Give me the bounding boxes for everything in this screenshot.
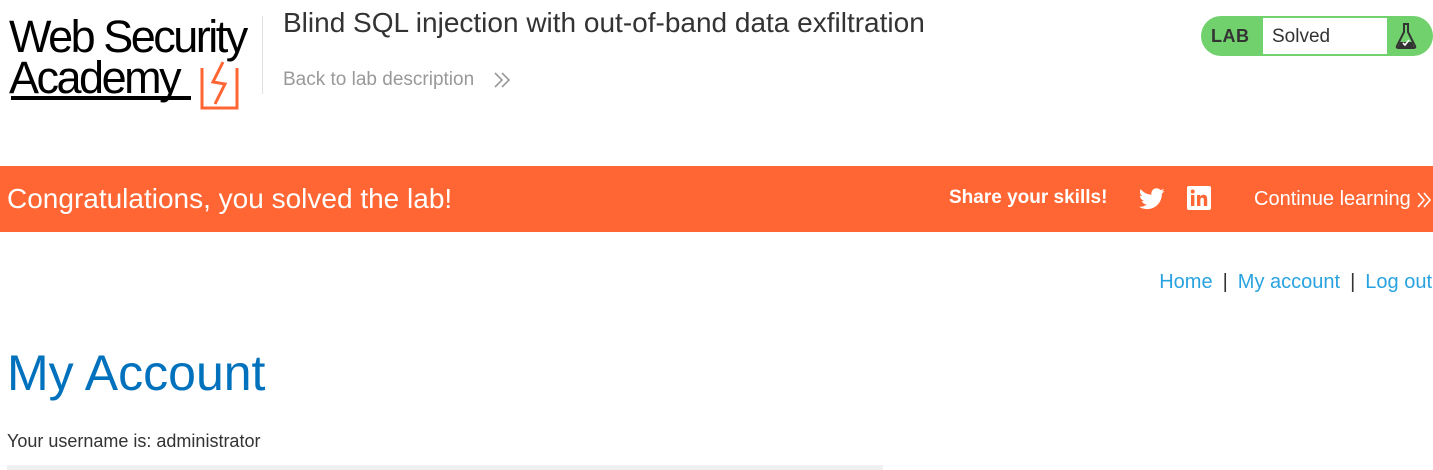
web-security-academy-logo[interactable]: Web Security Academy — [9, 11, 259, 110]
top-nav: Home | My account | Log out — [1159, 270, 1432, 294]
flask-icon — [1395, 23, 1417, 49]
logo-line-1: Web Security — [9, 11, 248, 62]
username-text: Your username is: administrator — [7, 431, 261, 451]
back-to-lab-description-link[interactable]: Back to lab description — [283, 69, 475, 90]
nav-home-link[interactable]: Home — [1159, 271, 1213, 293]
nav-separator: | — [1350, 271, 1356, 293]
congratulations-message: Congratulations, you solved the lab! — [7, 183, 453, 214]
share-your-skills-label: Share your skills! — [949, 187, 1108, 208]
status-text: Solved — [1272, 26, 1331, 47]
nav-my-account-link[interactable]: My account — [1237, 271, 1341, 293]
header-divider — [262, 16, 263, 94]
nav-log-out-link[interactable]: Log out — [1365, 271, 1432, 293]
page-title: My Account — [7, 345, 266, 401]
logo-line-2: Academy — [9, 52, 182, 103]
double-chevron-right-icon[interactable] — [493, 70, 511, 90]
lab-status-widget: LAB Solved — [1201, 16, 1433, 56]
logo-underline — [11, 96, 191, 100]
twitter-icon[interactable] — [1139, 187, 1165, 211]
solved-banner: Congratulations, you solved the lab! Sha… — [0, 166, 1433, 232]
lab-title: Blind SQL injection with out-of-band dat… — [283, 7, 925, 38]
lightning-bolt-icon — [200, 61, 239, 110]
double-chevron-right-icon[interactable] — [1416, 190, 1433, 210]
header: Web Security Academy Blind SQL injection… — [0, 0, 1433, 166]
linkedin-icon[interactable] — [1187, 186, 1211, 210]
status-box: Solved — [1263, 18, 1387, 54]
continue-learning-link[interactable]: Continue learning — [1254, 188, 1411, 210]
nav-separator: | — [1222, 271, 1228, 293]
email-form-container — [7, 465, 883, 470]
lab-badge: LAB — [1211, 26, 1250, 46]
